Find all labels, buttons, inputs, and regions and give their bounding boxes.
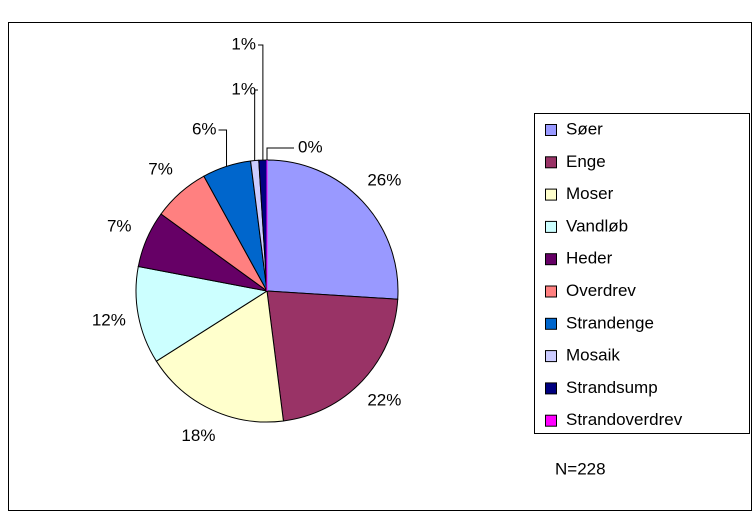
legend-swatch <box>545 382 557 395</box>
legend-label: Strandoverdrev <box>566 410 683 429</box>
pie-slice <box>155 290 284 423</box>
legend-label: Overdrev <box>566 281 636 300</box>
pie-slice <box>266 290 399 422</box>
legend-box <box>534 113 750 434</box>
data-label: 26% <box>367 170 401 189</box>
legend-swatch <box>545 414 557 427</box>
legend-label: Strandenge <box>566 313 654 332</box>
legend-swatch <box>545 285 557 298</box>
data-label: 18% <box>181 426 215 445</box>
legend-label: Mosaik <box>566 346 620 365</box>
legend-swatch <box>545 124 557 136</box>
data-label: 0% <box>298 137 323 156</box>
pie-slice <box>135 265 269 362</box>
legend-label: Moser <box>566 184 614 203</box>
legend-swatch <box>545 188 557 201</box>
annotation: N=228 <box>555 459 606 478</box>
legend-swatch <box>545 350 557 363</box>
data-label: 7% <box>107 217 132 236</box>
leader-line <box>218 129 228 167</box>
data-label: 22% <box>367 391 401 410</box>
data-label: 12% <box>92 311 126 330</box>
leader-line <box>266 147 294 160</box>
legend-swatch <box>545 156 557 169</box>
pie-slice <box>266 159 399 300</box>
leader-line <box>258 44 264 161</box>
data-label: 1% <box>231 34 256 53</box>
legend-swatch <box>545 317 557 330</box>
legend-label: Heder <box>566 249 613 268</box>
data-label: 7% <box>148 160 173 179</box>
legend-label: Enge <box>566 152 606 171</box>
legend-label: Strandsump <box>566 378 658 397</box>
data-label: 6% <box>192 119 217 138</box>
legend-swatch <box>545 220 557 233</box>
leader-line <box>254 89 258 161</box>
legend-swatch <box>545 253 557 266</box>
legend-label: Søer <box>566 119 603 138</box>
data-label: 1% <box>231 79 256 98</box>
legend-label: Vandløb <box>566 216 628 235</box>
